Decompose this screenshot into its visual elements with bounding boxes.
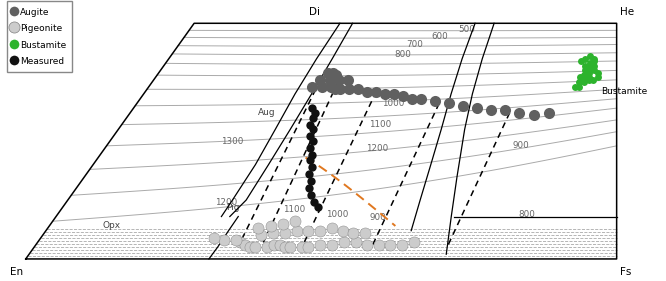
Text: 1200: 1200	[214, 198, 237, 207]
Text: 500: 500	[459, 25, 476, 34]
Text: Aug: Aug	[258, 108, 275, 117]
Text: Opx: Opx	[103, 221, 121, 230]
Text: He: He	[619, 7, 634, 17]
Text: 800: 800	[394, 50, 411, 59]
Text: 1100: 1100	[283, 205, 306, 214]
Text: Bustamite: Bustamite	[601, 87, 647, 96]
Text: 1300: 1300	[221, 137, 244, 146]
Text: En: En	[9, 267, 23, 277]
Text: 1000: 1000	[326, 210, 348, 219]
Text: 1100: 1100	[369, 120, 392, 129]
Text: 1200: 1200	[366, 144, 388, 153]
Text: 600: 600	[431, 32, 448, 41]
Text: Di: Di	[309, 7, 320, 17]
Text: 1000: 1000	[382, 99, 404, 108]
Text: Fs: Fs	[619, 267, 631, 277]
Text: Pig: Pig	[226, 203, 240, 212]
Legend: Augite, Pigeonite, Bustamite, Measured: Augite, Pigeonite, Bustamite, Measured	[7, 1, 72, 72]
Text: 900: 900	[512, 141, 529, 150]
Text: 900: 900	[370, 213, 386, 222]
Text: 800: 800	[519, 210, 535, 219]
Text: 700: 700	[406, 40, 424, 49]
